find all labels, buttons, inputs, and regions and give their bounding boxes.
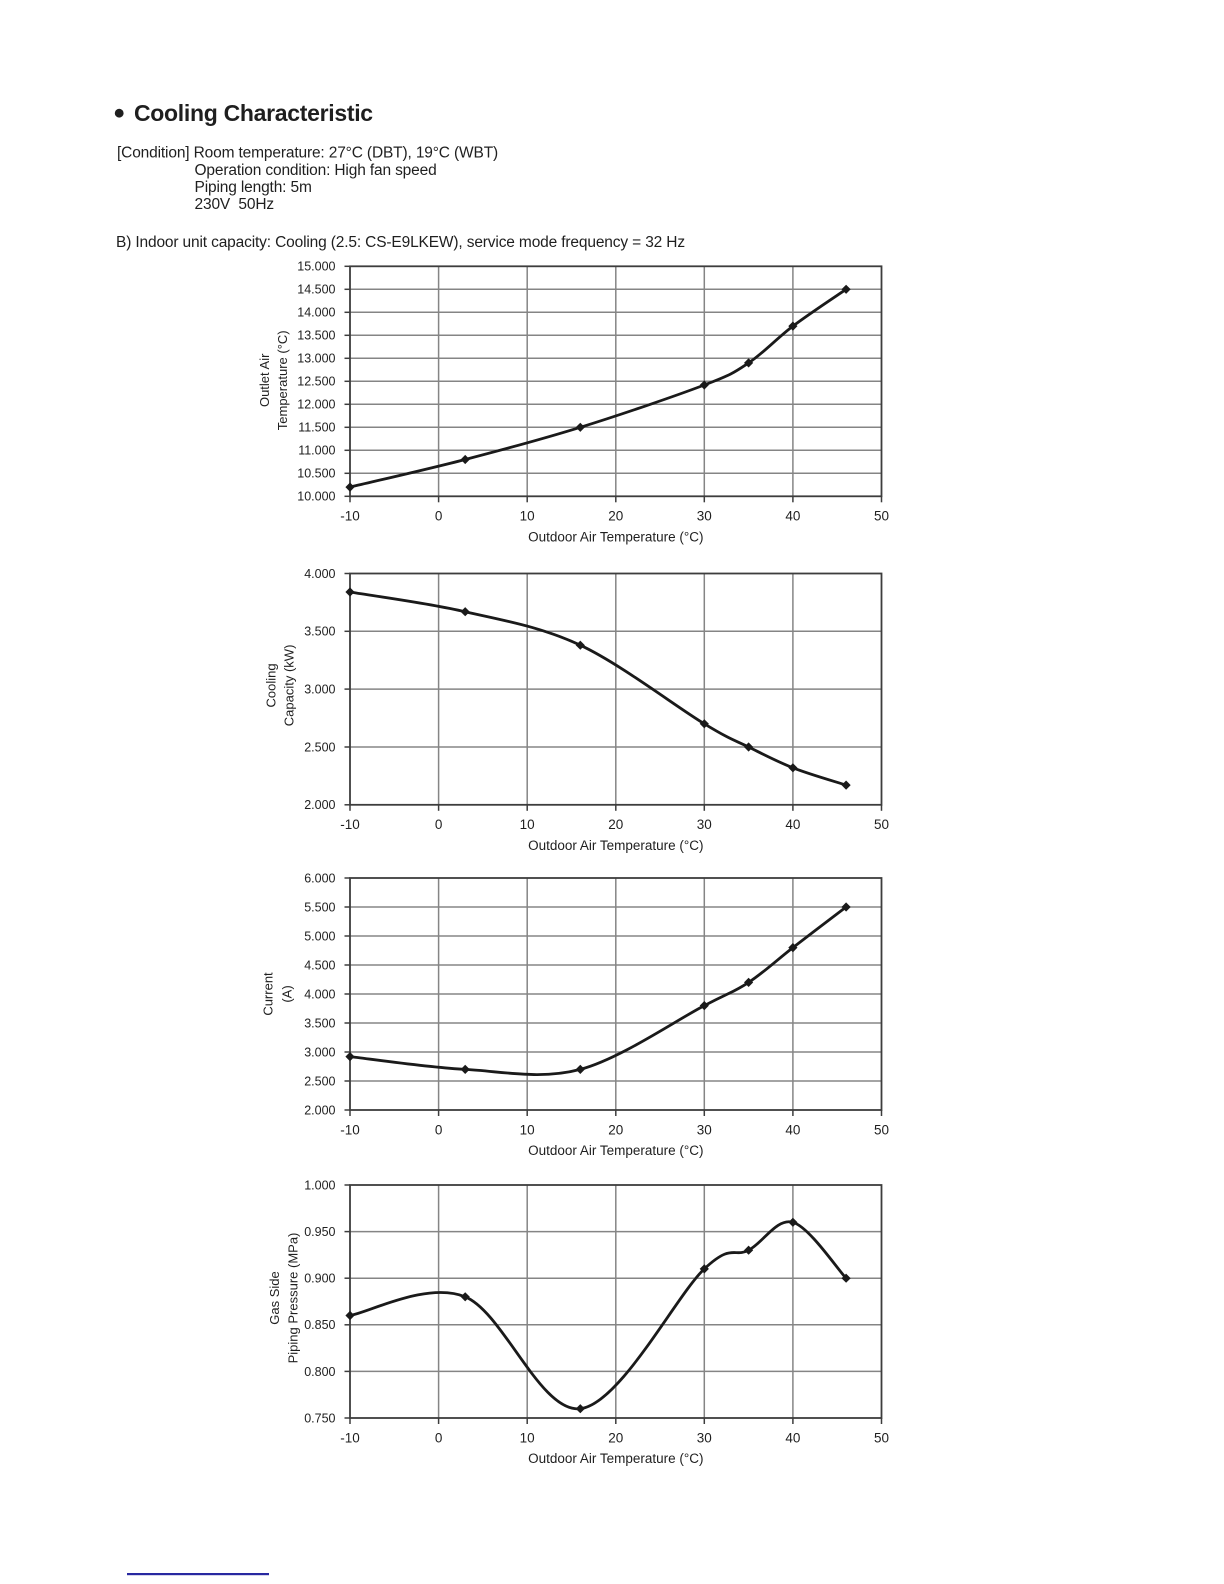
svg-text:3.000: 3.000	[304, 683, 335, 697]
svg-text:4.000: 4.000	[304, 987, 335, 1001]
svg-text:20: 20	[608, 1122, 623, 1137]
svg-text:Cooling: Cooling	[264, 663, 279, 707]
svg-text:Piping Pressure (MPa): Piping Pressure (MPa)	[285, 1233, 300, 1364]
svg-text:3.500: 3.500	[304, 625, 335, 639]
svg-text:14.000: 14.000	[297, 306, 335, 320]
svg-text:2.000: 2.000	[304, 1103, 335, 1117]
svg-text:20: 20	[608, 1430, 623, 1445]
svg-text:4.000: 4.000	[304, 567, 335, 581]
svg-text:Outdoor Air Temperature (°C): Outdoor Air Temperature (°C)	[528, 529, 703, 544]
svg-text:13.000: 13.000	[297, 352, 335, 366]
svg-text:-10: -10	[340, 1122, 360, 1137]
svg-text:0.850: 0.850	[304, 1318, 335, 1332]
svg-text:40: 40	[785, 817, 800, 832]
svg-text:50: 50	[874, 1122, 889, 1137]
svg-text:14.500: 14.500	[297, 283, 335, 297]
svg-text:10.500: 10.500	[297, 467, 335, 481]
svg-text:30: 30	[697, 509, 712, 524]
svg-text:3.000: 3.000	[304, 1045, 335, 1059]
svg-text:50: 50	[874, 817, 889, 832]
svg-text:1.000: 1.000	[304, 1178, 335, 1192]
svg-text:-10: -10	[340, 817, 360, 832]
svg-text:11.500: 11.500	[298, 421, 335, 435]
svg-text:20: 20	[608, 509, 623, 524]
svg-text:0.950: 0.950	[304, 1225, 335, 1239]
svg-text:15.000: 15.000	[297, 260, 335, 274]
svg-text:5.500: 5.500	[304, 900, 335, 914]
svg-text:30: 30	[697, 817, 712, 832]
svg-text:6.000: 6.000	[304, 871, 335, 885]
svg-text:0.900: 0.900	[304, 1272, 335, 1286]
svg-text:230V 50Hz: 230V 50Hz	[195, 196, 275, 213]
svg-text:10: 10	[520, 1122, 535, 1137]
svg-text:11.000: 11.000	[298, 444, 335, 458]
svg-text:5.000: 5.000	[304, 929, 335, 943]
svg-text:40: 40	[785, 1122, 800, 1137]
svg-text:[Condition] Room temperature:: [Condition] Room temperature: 27°C (DBT)…	[117, 145, 498, 162]
svg-text:Operation condition: High fan: Operation condition: High fan speed	[195, 162, 437, 179]
svg-text:2.500: 2.500	[304, 740, 335, 754]
svg-text:(A): (A)	[280, 985, 295, 1002]
svg-text:Capacity (kW): Capacity (kW)	[282, 645, 297, 727]
svg-text:10.000: 10.000	[297, 490, 335, 504]
svg-text:0: 0	[435, 1122, 443, 1137]
svg-text:-10: -10	[340, 509, 360, 524]
svg-text:0: 0	[435, 1430, 443, 1445]
svg-text:Temperature (°C): Temperature (°C)	[275, 330, 290, 430]
svg-text:10: 10	[520, 509, 535, 524]
svg-text:40: 40	[785, 1430, 800, 1445]
svg-text:0.800: 0.800	[304, 1365, 335, 1379]
svg-text:Gas Side: Gas Side	[267, 1271, 282, 1324]
svg-text:Outlet Air: Outlet Air	[257, 353, 272, 407]
svg-text:12.000: 12.000	[297, 398, 335, 412]
svg-text:0: 0	[435, 817, 443, 832]
svg-text:Current: Current	[261, 972, 276, 1016]
svg-text:13.500: 13.500	[297, 329, 335, 343]
svg-text:40: 40	[785, 509, 800, 524]
svg-text:3.500: 3.500	[304, 1016, 335, 1030]
svg-text:2.500: 2.500	[304, 1074, 335, 1088]
svg-text:20: 20	[608, 817, 623, 832]
svg-text:10: 10	[520, 1430, 535, 1445]
svg-text:50: 50	[874, 509, 889, 524]
svg-text:0: 0	[435, 509, 443, 524]
svg-text:Outdoor Air Temperature (°C): Outdoor Air Temperature (°C)	[528, 1451, 703, 1466]
svg-text:Piping length: 5m: Piping length: 5m	[195, 179, 312, 196]
svg-text:4.500: 4.500	[304, 958, 335, 972]
svg-text:B) Indoor unit capacity: Cooli: B) Indoor unit capacity: Cooling (2.5: C…	[116, 234, 685, 251]
svg-text:Cooling Characteristic: Cooling Characteristic	[134, 100, 373, 126]
svg-text:50: 50	[874, 1430, 889, 1445]
svg-text:Outdoor Air Temperature (°C): Outdoor Air Temperature (°C)	[528, 838, 703, 853]
svg-text:2.000: 2.000	[304, 798, 335, 812]
svg-text:30: 30	[697, 1122, 712, 1137]
svg-text:30: 30	[697, 1430, 712, 1445]
svg-text:Outdoor Air Temperature (°C): Outdoor Air Temperature (°C)	[528, 1143, 703, 1158]
svg-text:0.750: 0.750	[304, 1411, 335, 1425]
svg-text:12.500: 12.500	[297, 375, 335, 389]
svg-text:-10: -10	[340, 1430, 360, 1445]
svg-text:10: 10	[520, 817, 535, 832]
